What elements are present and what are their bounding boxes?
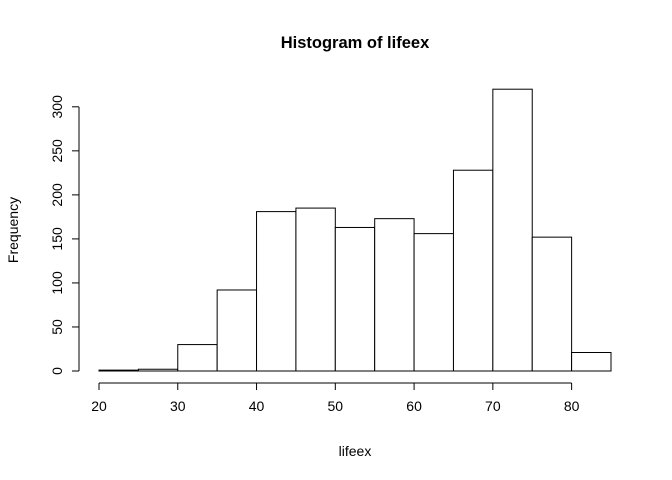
y-tick-label: 0 — [49, 367, 65, 375]
histogram-bar-55-60 — [374, 218, 415, 372]
y-tick-label: 150 — [49, 227, 65, 251]
histogram-bar-45-50 — [295, 207, 336, 372]
bars-group — [98, 88, 612, 372]
y-tick-label: 100 — [49, 271, 65, 295]
histogram-bar-75-80 — [531, 236, 573, 372]
x-tick-label: 60 — [406, 398, 422, 414]
histogram-bar-25-30 — [137, 368, 179, 372]
histogram-bar-60-65 — [413, 233, 454, 372]
x-tick-label: 50 — [328, 398, 344, 414]
x-axis: 20 30 40 50 60 70 80 — [91, 382, 580, 414]
x-tick-label: 80 — [564, 398, 580, 414]
histogram-bar-20-25 — [98, 369, 139, 372]
x-axis-label: lifeex — [339, 443, 372, 459]
y-tick-label: 300 — [49, 95, 65, 119]
y-tick-label: 200 — [49, 183, 65, 207]
y-axis-label: Frequency — [5, 197, 21, 263]
x-tick-label: 70 — [485, 398, 501, 414]
histogram-bar-40-45 — [256, 211, 297, 372]
histogram-bar-80-85 — [571, 352, 612, 372]
histogram-bar-70-75 — [492, 88, 533, 372]
histogram-bar-65-70 — [452, 169, 494, 372]
histogram-bar-35-40 — [216, 289, 258, 372]
histogram-bar-30-35 — [177, 344, 218, 372]
x-tick-label: 20 — [91, 398, 107, 414]
x-tick-label: 30 — [170, 398, 186, 414]
chart-title: Histogram of lifeex — [281, 34, 430, 52]
y-tick-label: 250 — [49, 139, 65, 163]
y-axis: 0 50 100 150 200 250 300 — [49, 95, 80, 375]
histogram-bar-50-55 — [334, 226, 376, 372]
y-tick-label: 50 — [49, 319, 65, 335]
x-tick-label: 40 — [249, 398, 265, 414]
